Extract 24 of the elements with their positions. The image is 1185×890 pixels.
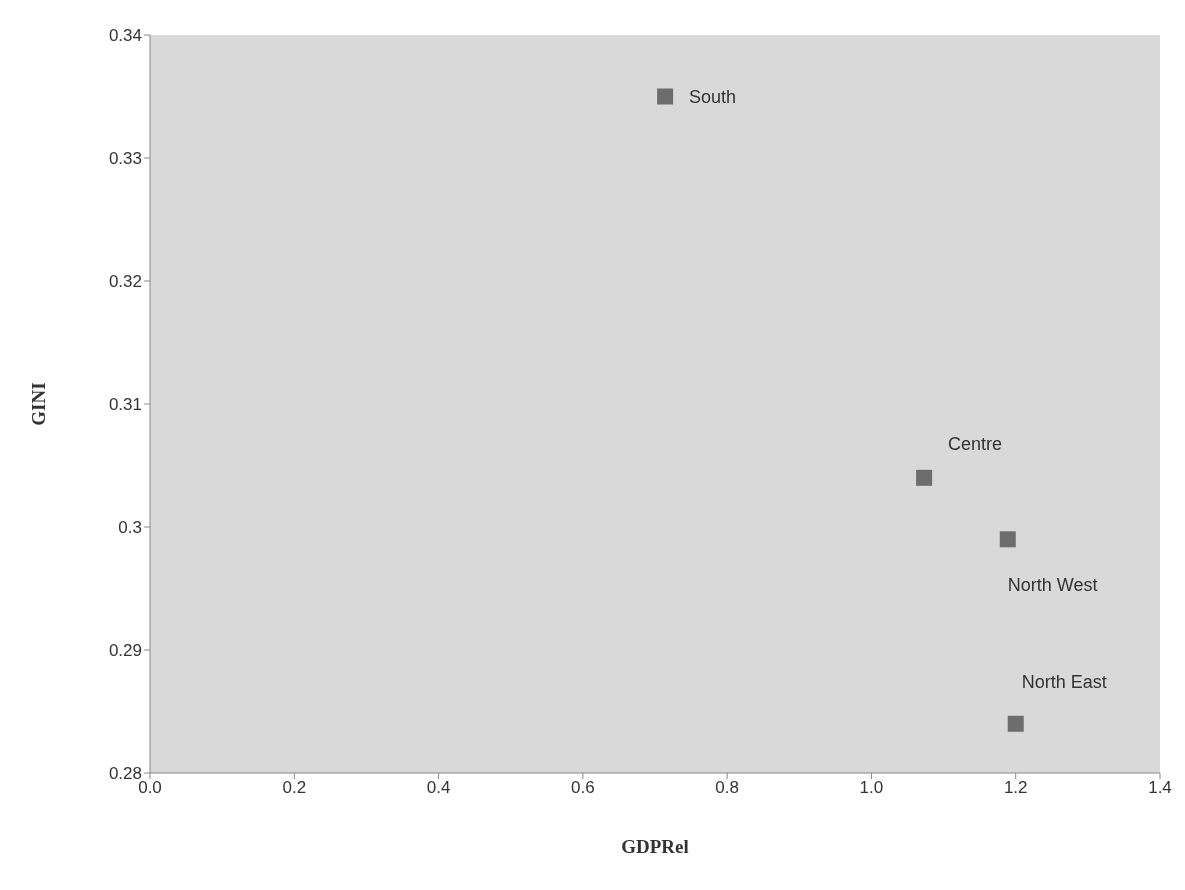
annotation: North West xyxy=(1007,574,1098,595)
point xyxy=(657,88,674,105)
y-tick-label: 0.32 xyxy=(108,272,142,292)
x-tick-label: 1.0 xyxy=(859,778,884,798)
y-tick-label: 0.3 xyxy=(118,518,142,538)
x-tick-label: 1.2 xyxy=(1003,778,1028,798)
x-tick-label: 1.4 xyxy=(1148,778,1172,798)
x-axis-title: GDPRel xyxy=(621,836,689,857)
x-tick-label: 0.2 xyxy=(282,778,307,798)
y-tick-label: 0.33 xyxy=(108,149,142,169)
annotation: South xyxy=(689,86,737,107)
point xyxy=(916,469,933,486)
x-tick-label: 0.0 xyxy=(138,778,162,798)
x-tick-label: 0.8 xyxy=(715,778,739,798)
x-tick-label: 0.6 xyxy=(571,778,595,798)
x-tick-label: 0.4 xyxy=(426,778,451,798)
y-tick-label: 0.31 xyxy=(108,395,142,415)
y-tick-label: 0.34 xyxy=(108,26,142,46)
y-tick-label: 0.29 xyxy=(108,641,142,661)
point xyxy=(999,531,1016,548)
point xyxy=(1007,715,1024,732)
y-axis-title: GINI xyxy=(27,382,49,426)
annotation: Centre xyxy=(948,434,1003,455)
annotation: North East xyxy=(1021,672,1107,693)
